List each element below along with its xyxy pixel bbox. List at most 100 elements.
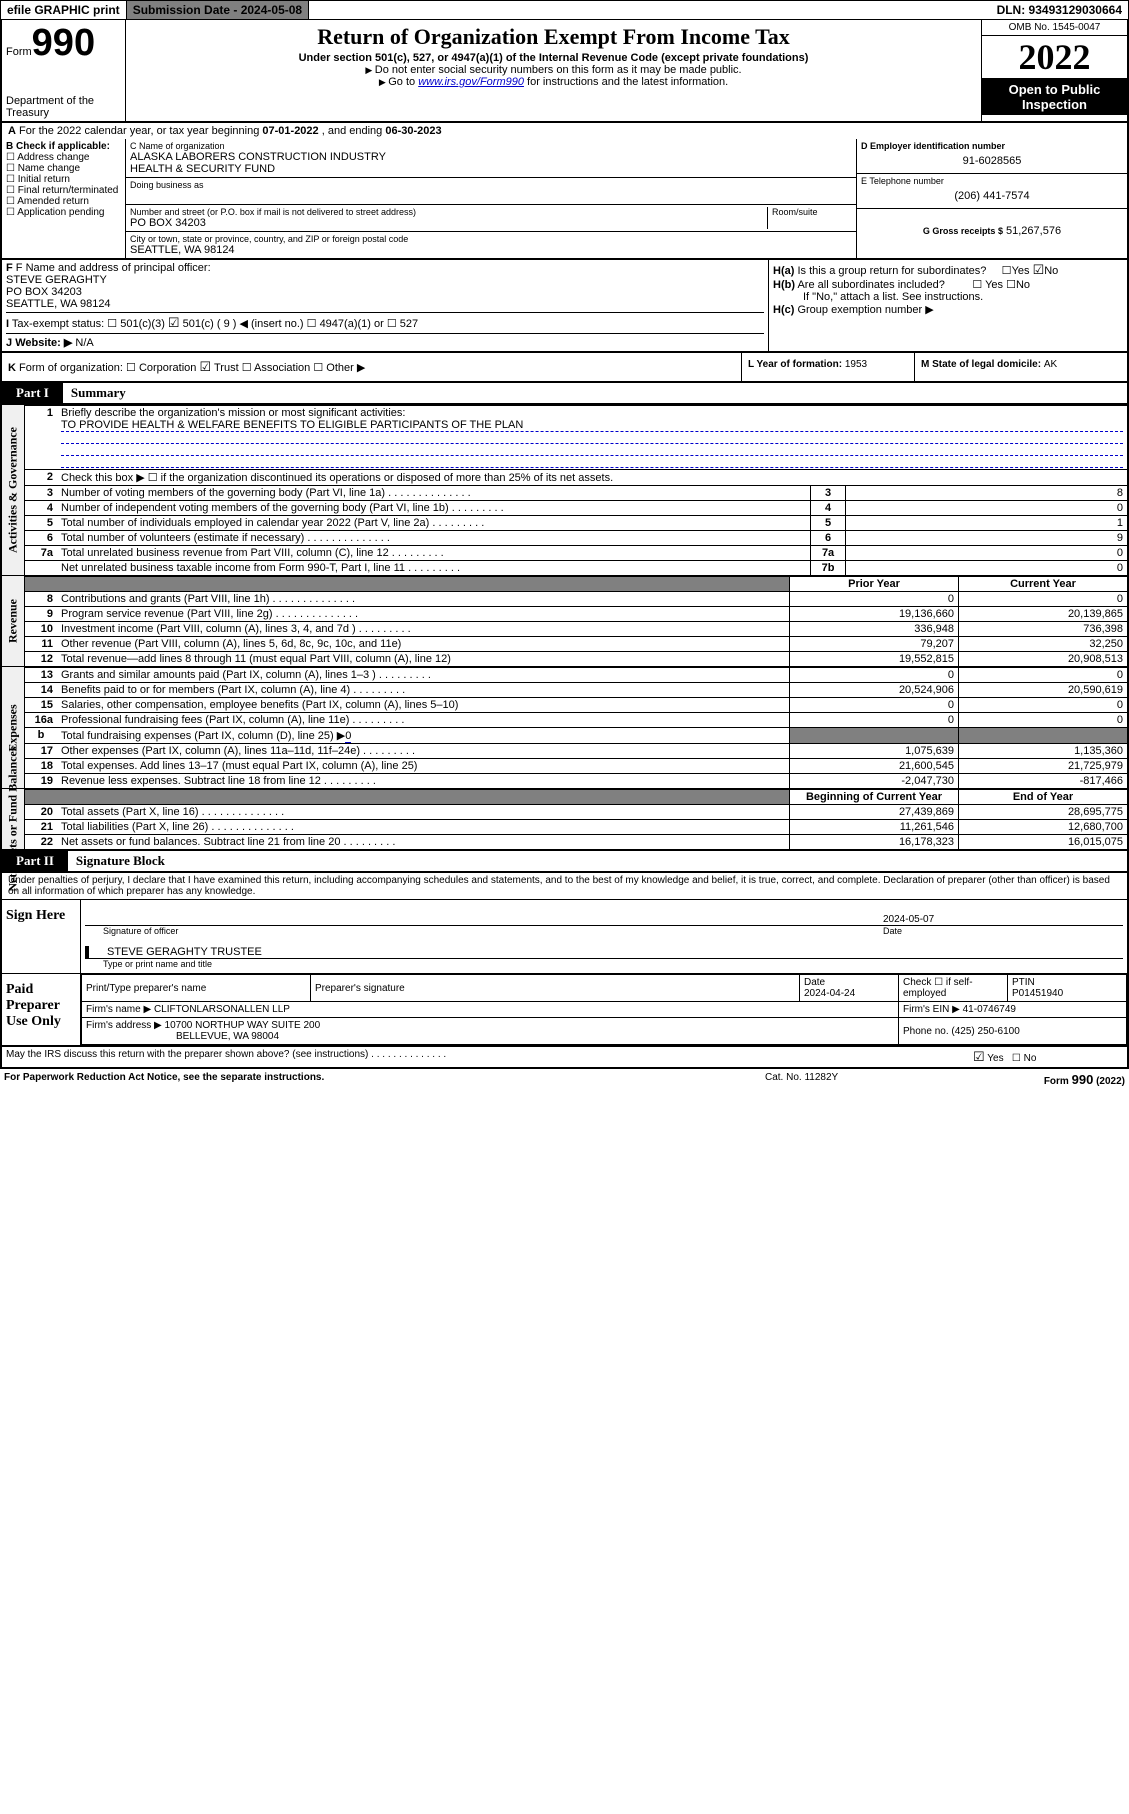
line-3: Number of voting members of the governin… [57, 486, 811, 501]
line-5: Total number of individuals employed in … [57, 516, 811, 531]
addr-label: Number and street (or P.O. box if mail i… [130, 207, 767, 217]
line-6: Total number of volunteers (estimate if … [57, 531, 811, 546]
line-17: Other expenses (Part IX, column (A), lin… [57, 744, 790, 759]
part-2-header: Part II Signature Block [0, 851, 1129, 873]
org-city: SEATTLE, WA 98124 [130, 244, 852, 256]
name-title-field: STEVE GERAGHTY TRUSTEE [103, 946, 1123, 959]
sig-date-caption: Date [879, 926, 1123, 936]
row-k-l-m: K Form of organization: ☐ Corporation ☑ … [0, 353, 1129, 383]
form-number: 990 [32, 22, 95, 64]
gross-value: 51,267,576 [1006, 225, 1061, 237]
line-22: Net assets or fund balances. Subtract li… [57, 835, 790, 850]
current-year-h: Current Year [959, 577, 1128, 592]
f-label: F F Name and address of principal office… [6, 262, 764, 274]
val-5: 1 [846, 516, 1127, 531]
efile-label: efile GRAPHIC print [1, 1, 127, 19]
line-2: Check this box ▶ ☐ if the organization d… [57, 470, 1127, 486]
tax-year: 2022 [982, 36, 1127, 79]
line-13: Grants and similar amounts paid (Part IX… [57, 668, 790, 683]
hb-row: H(b) Are all subordinates included? ☐ Ye… [773, 278, 1123, 291]
line-9: Program service revenue (Part VIII, line… [57, 607, 790, 622]
chk-name-change[interactable]: ☐ Name change [6, 163, 121, 174]
subtitle-1: Under section 501(c), 527, or 4947(a)(1)… [128, 52, 979, 64]
room-label: Room/suite [767, 207, 852, 229]
form-header: Form990 Department of the Treasury Retur… [0, 20, 1129, 123]
officer-city: SEATTLE, WA 98124 [6, 298, 764, 310]
revenue-block: Revenue Prior YearCurrent Year 8Contribu… [0, 576, 1129, 667]
row-a-period: A For the 2022 calendar year, or tax yea… [0, 123, 1129, 139]
subtitle-3: Go to www.irs.gov/Form990 for instructio… [128, 76, 979, 88]
side-activities: Activities & Governance [6, 427, 21, 553]
paid-preparer-label: Paid Preparer Use Only [2, 974, 81, 1045]
expenses-block: Expenses 13Grants and similar amounts pa… [0, 667, 1129, 789]
form-title: Return of Organization Exempt From Incom… [128, 24, 979, 50]
type-name-caption: Type or print name and title [99, 959, 212, 969]
open-to-public: Open to Public Inspection [982, 79, 1127, 115]
line-4: Number of independent voting members of … [57, 501, 811, 516]
line-18: Total expenses. Add lines 13–17 (must eq… [57, 759, 790, 774]
row-i: I Tax-exempt status: ☐ 501(c)(3) ☑ 501(c… [6, 312, 764, 331]
ha-row: H(a) Is this a group return for subordin… [773, 262, 1123, 278]
chk-initial-return[interactable]: ☐ Initial return [6, 174, 121, 185]
dept-label: Department of the Treasury [6, 95, 121, 119]
line-19: Revenue less expenses. Subtract line 18 … [57, 774, 790, 789]
line-7b: Net unrelated business taxable income fr… [57, 561, 811, 576]
c-name-label: C Name of organization [130, 141, 852, 151]
line-1-value: TO PROVIDE HEALTH & WELFARE BENEFITS TO … [61, 419, 1123, 432]
top-bar: efile GRAPHIC print Submission Date - 20… [0, 0, 1129, 20]
sig-date: 2024-05-07 [883, 914, 1123, 925]
ein-value: 91-6028565 [861, 151, 1123, 171]
self-emp-chk[interactable]: Check ☐ if self-employed [899, 975, 1008, 1002]
chk-final-return[interactable]: ☐ Final return/terminated [6, 185, 121, 196]
subtitle-2: Do not enter social security numbers on … [128, 64, 979, 76]
line-12: Total revenue—add lines 8 through 11 (mu… [57, 652, 790, 667]
row-f-h: F F Name and address of principal office… [0, 260, 1129, 353]
line-10: Investment income (Part VIII, column (A)… [57, 622, 790, 637]
paid-preparer-table: Print/Type preparer's name Preparer's si… [81, 974, 1127, 1045]
form-prefix: Form [6, 46, 32, 58]
sign-here-label: Sign Here [2, 900, 81, 973]
preparer-sig-h: Preparer's signature [311, 975, 800, 1002]
line-16a: Professional fundraising fees (Part IX, … [57, 713, 790, 728]
sig-officer-caption: Signature of officer [99, 926, 879, 936]
org-name-1: ALASKA LABORERS CONSTRUCTION INDUSTRY [130, 151, 852, 163]
phone-value: (206) 441-7574 [861, 186, 1123, 206]
signature-block: Sign Here 2024-05-07 Signature of office… [0, 900, 1129, 1047]
chk-amended[interactable]: ☐ Amended return [6, 196, 121, 207]
declaration-text: Under penalties of perjury, I declare th… [0, 873, 1129, 900]
chk-address-change[interactable]: ☐ Address change [6, 152, 121, 163]
submission-date-button[interactable]: Submission Date - 2024-05-08 [127, 1, 309, 19]
e-phone-label: E Telephone number [861, 176, 1123, 186]
line-14: Benefits paid to or for members (Part IX… [57, 683, 790, 698]
date-field[interactable] [879, 925, 1123, 926]
val-7b: 0 [846, 561, 1127, 576]
checkbox-b-title: B Check if applicable: [6, 141, 121, 152]
side-expenses: Expenses [6, 704, 21, 751]
section-b: B Check if applicable: ☐ Address change … [0, 139, 1129, 260]
val-3: 8 [846, 486, 1127, 501]
irs-link[interactable]: www.irs.gov/Form990 [418, 76, 524, 88]
line-21: Total liabilities (Part X, line 26) [57, 820, 790, 835]
org-address: PO BOX 34203 [130, 217, 767, 229]
city-label: City or town, state or province, country… [130, 234, 852, 244]
prior-year-h: Prior Year [790, 577, 959, 592]
officer-addr: PO BOX 34203 [6, 286, 764, 298]
d-ein-label: D Employer identification number [861, 141, 1123, 151]
line-7a: Total unrelated business revenue from Pa… [57, 546, 811, 561]
officer-sig-field[interactable] [103, 925, 879, 926]
val-4: 0 [846, 501, 1127, 516]
activities-block: Activities & Governance 1 Briefly descri… [0, 405, 1129, 576]
dba-label: Doing business as [130, 180, 852, 190]
part-1-header: Part I Summary [0, 383, 1129, 405]
chk-app-pending[interactable]: ☐ Application pending [6, 207, 121, 218]
line-15: Salaries, other compensation, employee b… [57, 698, 790, 713]
row-j: J Website: ▶ N/A [6, 333, 764, 349]
hc-row: H(c) Group exemption number ▶ [773, 303, 1123, 316]
g-gross-label: G Gross receipts $ [923, 226, 1003, 236]
discuss-row: May the IRS discuss this return with the… [0, 1047, 1129, 1069]
line-11: Other revenue (Part VIII, column (A), li… [57, 637, 790, 652]
line-16b: Total fundraising expenses (Part IX, col… [57, 728, 790, 744]
omb-label: OMB No. 1545-0047 [982, 20, 1127, 36]
boc-header: Beginning of Current Year [790, 790, 959, 805]
val-7a: 0 [846, 546, 1127, 561]
